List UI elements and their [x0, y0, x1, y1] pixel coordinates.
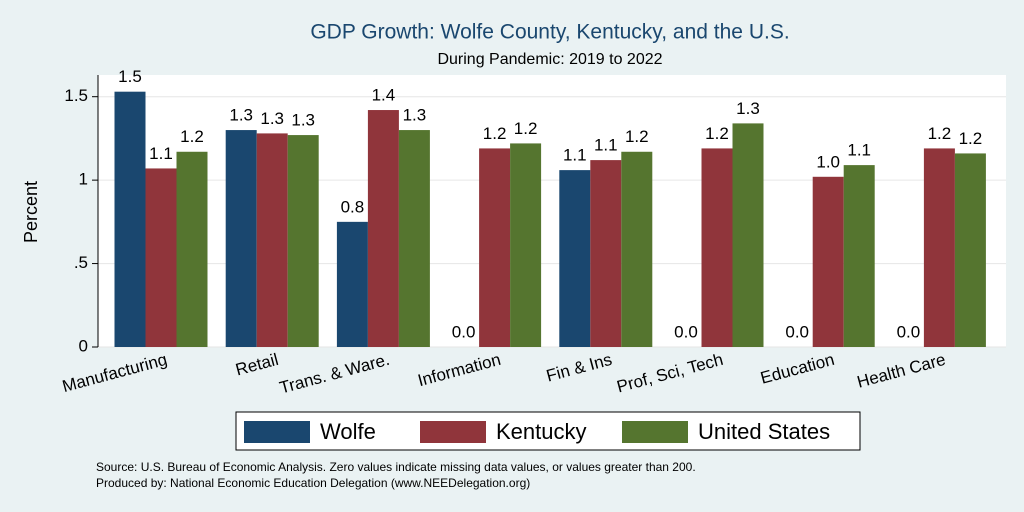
value-label: 1.2 [959, 129, 983, 148]
y-axis-label: Percent [21, 181, 41, 243]
value-label: 0.0 [674, 322, 698, 341]
bar [812, 176, 844, 347]
value-label: 1.3 [291, 111, 315, 130]
bar [559, 170, 591, 347]
value-label: 1.1 [594, 136, 618, 155]
legend-label: United States [698, 419, 830, 444]
y-tick-label: 1.5 [64, 86, 88, 105]
value-label: 1.1 [847, 141, 871, 160]
legend-swatch [622, 421, 688, 443]
bar [176, 151, 208, 347]
bar [114, 91, 146, 347]
value-label: 1.3 [260, 109, 284, 128]
value-label: 1.2 [180, 127, 204, 146]
value-label: 1.1 [149, 144, 173, 163]
bar [701, 148, 733, 347]
legend-swatch [244, 421, 310, 443]
bar [145, 168, 177, 347]
producer-note: Produced by: National Economic Education… [96, 476, 530, 490]
bar [621, 151, 653, 347]
y-tick-label: .5 [74, 253, 88, 272]
value-label: 1.4 [372, 86, 396, 105]
bar [732, 123, 764, 347]
value-label: 0.0 [452, 322, 476, 341]
value-label: 1.3 [229, 106, 253, 125]
value-label: 1.2 [705, 124, 729, 143]
y-tick-label: 0 [79, 336, 88, 355]
bar [367, 110, 399, 348]
bar [398, 130, 430, 347]
value-label: 1.2 [928, 124, 952, 143]
bar [510, 143, 542, 347]
bar [843, 165, 875, 347]
y-tick-label: 1 [79, 170, 88, 189]
value-label: 0.0 [897, 322, 921, 341]
bar [336, 221, 368, 347]
bar [287, 135, 319, 347]
value-label: 1.2 [483, 124, 507, 143]
value-label: 1.5 [118, 67, 142, 86]
value-label: 1.2 [514, 119, 538, 138]
chart-title: GDP Growth: Wolfe County, Kentucky, and … [310, 21, 789, 44]
value-label: 0.8 [341, 197, 365, 216]
legend-box [235, 411, 861, 451]
value-label: 1.3 [403, 106, 427, 125]
value-label: 1.2 [625, 127, 649, 146]
bar [954, 153, 986, 347]
bar [590, 160, 622, 347]
bar [225, 130, 257, 347]
value-label: 1.0 [816, 152, 840, 171]
source-note: Source: U.S. Bureau of Economic Analysis… [96, 460, 696, 474]
bar [923, 148, 955, 347]
legend-label: Wolfe [320, 419, 376, 444]
chart-subtitle: During Pandemic: 2019 to 2022 [437, 51, 662, 68]
legend-label: Kentucky [496, 419, 587, 444]
value-label: 1.3 [736, 99, 760, 118]
bar [479, 148, 511, 347]
value-label: 0.0 [785, 322, 809, 341]
legend-swatch [420, 421, 486, 443]
value-label: 1.1 [563, 146, 587, 165]
bar [256, 133, 288, 347]
